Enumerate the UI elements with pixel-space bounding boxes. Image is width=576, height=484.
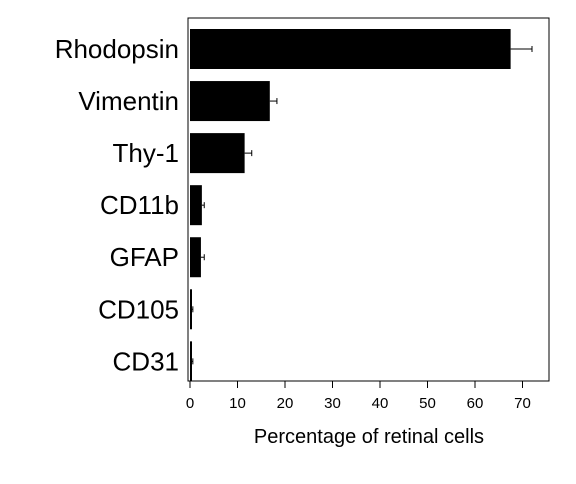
error-bar-cd31 [191, 358, 194, 365]
category-label: Vimentin [78, 86, 179, 116]
plot-frame [187, 17, 550, 382]
error-bar-cd11b [201, 202, 205, 209]
category-label: GFAP [110, 242, 179, 272]
category-label: CD105 [98, 294, 179, 324]
category-label: CD31 [113, 346, 179, 376]
category-label: Thy-1 [113, 138, 179, 168]
error-bar-rhodopsin [510, 46, 533, 52]
error-bar-thy-1 [244, 150, 253, 157]
x-tick-label: 0 [186, 395, 194, 412]
bars-group [190, 29, 511, 382]
x-tick-label: 30 [324, 395, 341, 412]
x-tick-label: 70 [514, 395, 531, 412]
x-tick-label: 50 [419, 395, 436, 412]
bar-vimentin [190, 81, 270, 122]
category-label: Rhodopsin [55, 34, 179, 64]
bar-rhodopsin [190, 29, 511, 69]
x-tick-label: 10 [229, 395, 246, 412]
error-bar-cd105 [191, 306, 194, 313]
bar-thy-1 [190, 133, 245, 174]
bar-gfap [190, 237, 201, 278]
bar-cd31 [190, 341, 192, 382]
error-bar-vimentin [269, 98, 278, 105]
x-ticks-group: 0 10 20 30 40 50 60 70 [186, 381, 531, 412]
error-bar-gfap [200, 254, 205, 261]
x-tick-label: 20 [277, 395, 294, 412]
category-label: CD11b [100, 190, 179, 220]
category-labels-group: Rhodopsin Vimentin Thy-1 CD11b GFAP CD105 CD31 [55, 34, 179, 376]
x-tick-label: 60 [467, 395, 484, 412]
x-axis-title: Percentage of retinal cells [254, 426, 484, 448]
bar-cd105 [190, 289, 192, 330]
x-tick-label: 40 [372, 395, 389, 412]
bar-cd11b [190, 185, 202, 226]
error-bars-group [191, 46, 533, 365]
